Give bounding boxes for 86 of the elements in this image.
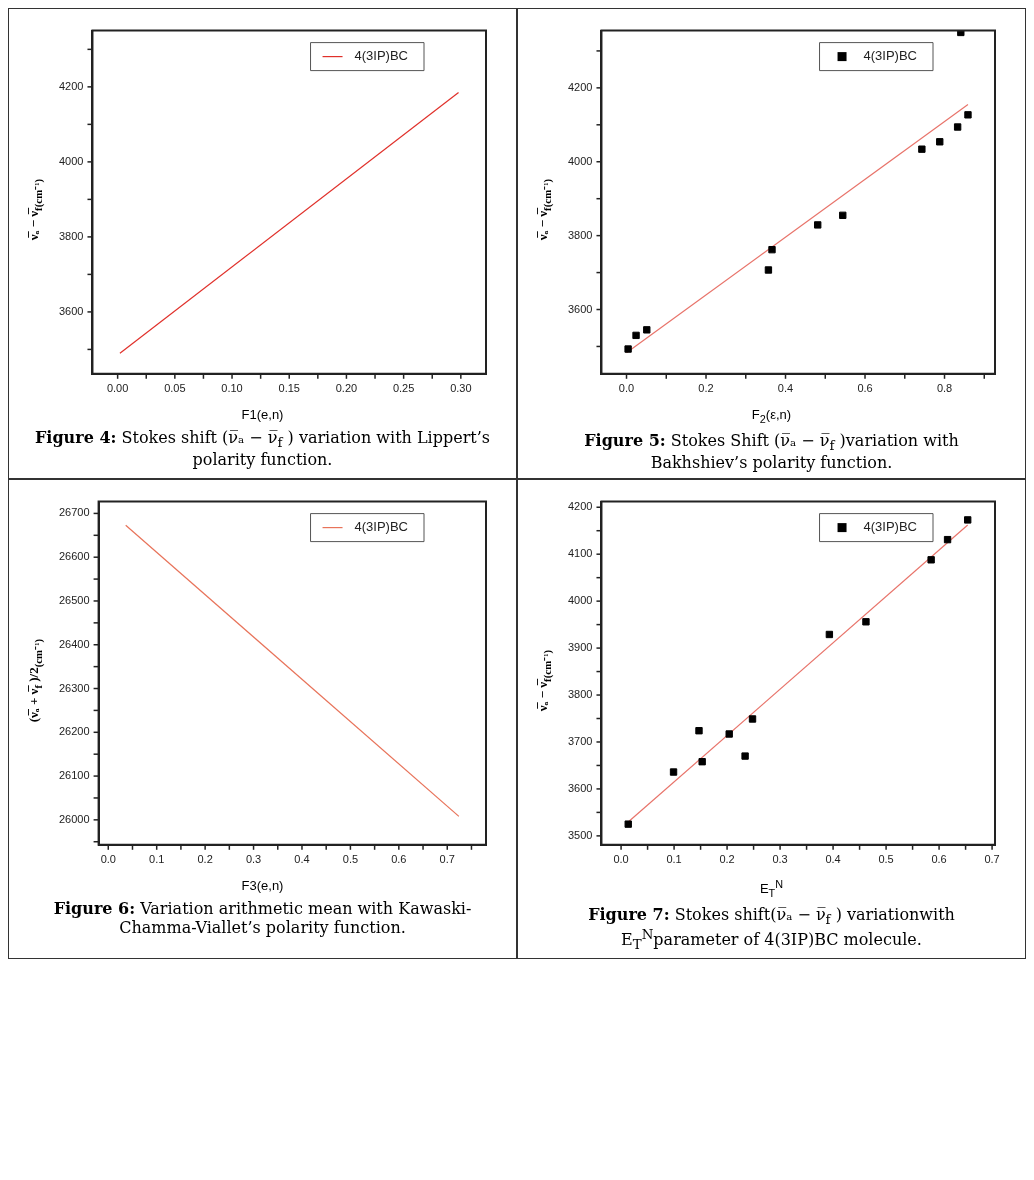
y-tick-label: 3800 [567, 228, 592, 241]
x-tick-label: 0.25 [392, 382, 414, 395]
point [740, 752, 749, 760]
y-tick-label: 26700 [58, 506, 90, 519]
point [953, 123, 961, 131]
point [813, 221, 821, 229]
point [624, 820, 632, 828]
y-tick-label: 4000 [58, 154, 83, 167]
x-tick-label: 0.2 [718, 853, 735, 866]
point [767, 245, 776, 254]
y-tick-label: 3700 [567, 734, 592, 747]
point [963, 516, 971, 524]
x-axis-title: F1(e,n) [241, 407, 284, 422]
y-tick-label: 3500 [567, 828, 592, 841]
x-tick-label: 0.1 [148, 853, 164, 866]
y-tick-label: 26600 [58, 550, 90, 563]
x-tick-label: 0.5 [342, 853, 358, 866]
point [935, 138, 943, 146]
y-tick-label: 3800 [58, 229, 83, 242]
legend-label: 4(3IP)BC [354, 518, 408, 534]
point [631, 331, 640, 340]
point [963, 111, 972, 119]
legend-label: 4(3IP)BC [354, 48, 408, 64]
point [825, 630, 833, 638]
caption: Figure 5: Stokes Shift (ν̅ₐ − ν̅$_{f}$ )variation with Bakhshiev’s polarity function. [584, 430, 959, 472]
x-tick-label: 0.15 [278, 382, 300, 395]
x-tick-label: 0.1 [665, 853, 682, 866]
y-tick-label: 3600 [567, 302, 592, 315]
y-tick-label: 26300 [58, 681, 90, 694]
x-tick-label: 0.3 [771, 853, 788, 866]
x-tick-label: 0.8 [936, 382, 952, 395]
x-tick-label: 0.30 [449, 382, 472, 395]
x-tick-label: 0.00 [106, 382, 128, 395]
y-tick-label: 3800 [567, 687, 592, 700]
point [725, 730, 733, 738]
caption: Figure 4: Stokes shift (ν̅ₐ − ν̅$_{f}$ ) variation with Lippert’s polarity function. [34, 428, 491, 470]
y-tick-label: 26100 [58, 768, 90, 781]
x-tick-label: 0.0 [100, 853, 116, 866]
x-axis-title: F3(e,n) [241, 877, 284, 893]
x-tick-label: 0.6 [390, 853, 406, 866]
point [694, 726, 703, 735]
y-tick-label: 3600 [567, 781, 592, 794]
point [917, 145, 926, 153]
y-tick-label: 4000 [567, 154, 592, 167]
legend-label: 4(3IP)BC [863, 48, 917, 64]
x-tick-label: 0.7 [439, 853, 455, 866]
point [623, 345, 632, 353]
x-tick-label: 0.6 [930, 853, 947, 866]
x-tick-label: 0.10 [220, 382, 243, 395]
y-tick-label: 26400 [58, 637, 90, 650]
y-tick-label: 4200 [567, 80, 592, 93]
caption: Figure 6: Variation arithmetic mean with Kawaski-Chamma-Viallet’s polarity function. [53, 898, 472, 937]
point [838, 211, 846, 219]
x-tick-label: 0.3 [245, 853, 261, 866]
point [943, 535, 951, 544]
point [764, 266, 772, 274]
x-tick-label: 0.5 [877, 853, 894, 866]
x-tick-label: 0.4 [777, 382, 793, 395]
y-tick-label: 26200 [58, 725, 90, 738]
y-tick-label: 26500 [58, 593, 90, 606]
point [861, 617, 870, 626]
y-tick-label: 4000 [567, 593, 592, 606]
x-tick-label: 0.6 [856, 382, 873, 395]
x-tick-label: 0.2 [196, 853, 213, 866]
x-tick-label: 0.0 [618, 382, 634, 395]
x-tick-label: 0.7 [983, 853, 1000, 866]
x-axis-title: F$_{2}$(ε,n) [751, 407, 792, 425]
x-tick-label: 0.4 [293, 853, 310, 866]
x-tick-label: 0.2 [697, 382, 714, 395]
x-tick-label: 0.0 [612, 853, 629, 866]
legend-label: 4(3IP)BC [863, 518, 917, 534]
x-tick-label: 0.4 [824, 853, 841, 866]
y-tick-label: 3600 [58, 304, 83, 317]
point [669, 768, 677, 776]
y-tick-label: 4200 [567, 500, 592, 513]
point [697, 757, 706, 766]
y-tick-label: 3900 [567, 640, 592, 653]
x-tick-label: 0.05 [163, 382, 186, 395]
y-tick-label: 4200 [58, 79, 83, 92]
point [926, 555, 935, 564]
text: Figure 7: Stokes shift(ν̅ₐ − ν̅$_{f}$ ) variationwith E$_{T}$$^{N}$parameter of 4(3IP)BC molecule. [588, 904, 955, 953]
point [642, 326, 650, 334]
y-tick-label: 26000 [58, 812, 90, 825]
point [748, 715, 756, 723]
y-tick-label: 4100 [567, 547, 592, 559]
x-tick-label: 0.20 [335, 382, 357, 395]
